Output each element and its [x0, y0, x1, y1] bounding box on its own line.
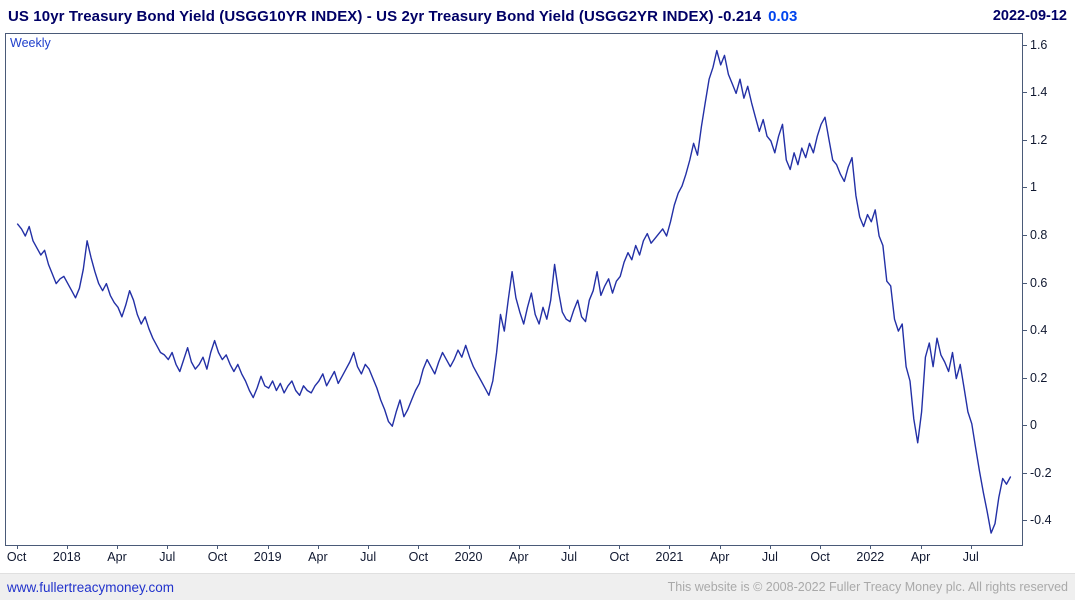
x-axis-tick	[669, 545, 671, 549]
footer: www.fullertreacymoney.com This website i…	[0, 573, 1075, 600]
y-axis-label: 1.4	[1030, 85, 1048, 100]
site-link[interactable]: www.fullertreacymoney.com	[7, 579, 175, 595]
spread-line	[16, 49, 1012, 534]
x-axis-tick	[619, 545, 621, 549]
x-axis-label: Apr	[509, 550, 529, 564]
x-axis-label: Oct	[207, 550, 228, 564]
y-axis-label: 0	[1030, 418, 1037, 433]
chart-date: 2022-09-12	[992, 8, 1067, 24]
x-axis-tick	[418, 545, 420, 549]
x-axis-tick	[569, 545, 570, 549]
x-axis-label: 2018	[52, 550, 81, 564]
y-axis-tick	[1022, 235, 1027, 237]
y-axis-label: -0.2	[1030, 465, 1052, 480]
y-axis-tick	[1022, 139, 1027, 141]
x-axis-tick	[16, 545, 18, 549]
x-axis-tick	[267, 545, 269, 549]
x-axis-label: Jul	[561, 550, 577, 564]
x-axis-tick	[117, 545, 119, 549]
y-axis-label: 0.8	[1030, 228, 1048, 243]
y-axis-label: 0.6	[1030, 275, 1048, 290]
x-axis-tick	[719, 545, 721, 549]
y-axis-tick	[1022, 472, 1027, 474]
x-axis-tick	[769, 545, 771, 549]
title-wrap: US 10yr Treasury Bond Yield (USGG10YR IN…	[8, 8, 797, 25]
chart-svg	[16, 49, 1012, 534]
y-axis-tick	[1022, 377, 1027, 379]
y-axis-tick	[1022, 92, 1027, 94]
y-axis-tick	[1022, 520, 1027, 522]
y-axis-tick	[1022, 425, 1027, 427]
y-axis-tick	[1022, 282, 1027, 284]
x-axis-label: Apr	[107, 550, 127, 564]
x-axis-label: Apr	[709, 550, 730, 564]
x-axis-label: 2020	[454, 550, 483, 564]
x-axis-label: 2019	[253, 550, 282, 564]
y-axis-tick	[1022, 187, 1027, 189]
x-axis-tick	[970, 545, 972, 549]
x-axis-tick	[217, 545, 219, 549]
chart-title: US 10yr Treasury Bond Yield (USGG10YR IN…	[8, 7, 762, 25]
y-axis-label: 0.2	[1030, 370, 1048, 385]
x-axis-tick	[317, 545, 319, 549]
x-axis-label: Oct	[810, 550, 830, 564]
y-axis-label: -0.4	[1030, 513, 1052, 528]
x-axis-label: Jul	[360, 550, 377, 564]
x-axis-label: Oct	[408, 550, 429, 564]
frequency-label: Weekly	[10, 36, 51, 50]
chart-change-value: 0.03	[768, 7, 798, 25]
x-axis-tick	[820, 545, 822, 549]
y-axis-tick	[1022, 44, 1027, 46]
y-axis-label: 1.6	[1030, 37, 1048, 52]
x-axis-label: Oct	[609, 550, 629, 564]
y-axis-tick	[1022, 330, 1027, 332]
x-axis-label: Jul	[962, 550, 979, 564]
chart-header: US 10yr Treasury Bond Yield (USGG10YR IN…	[0, 0, 1075, 32]
x-axis-tick	[167, 545, 169, 549]
x-axis-tick	[870, 545, 872, 549]
y-axis-label: 1	[1030, 180, 1037, 195]
x-axis-label: Jul	[159, 550, 176, 564]
x-axis-label: Jul	[761, 550, 778, 564]
x-axis-label: Oct	[6, 550, 27, 564]
x-axis-tick	[920, 545, 922, 549]
plot-area: Weekly	[5, 33, 1023, 546]
copyright-text: This website is © 2008-2022 Fuller Treac…	[667, 580, 1068, 594]
y-axis-label: 1.2	[1030, 132, 1048, 147]
x-axis-tick	[468, 545, 470, 549]
x-axis-tick	[518, 545, 520, 549]
x-axis-label: 2021	[655, 550, 684, 564]
x-axis-tick	[368, 545, 370, 549]
x-axis-label: Apr	[308, 550, 328, 564]
x-axis-label: Apr	[910, 550, 931, 564]
x-axis-label: 2022	[856, 550, 885, 564]
x-axis-tick	[66, 545, 68, 549]
y-axis-label: 0.4	[1030, 323, 1048, 338]
